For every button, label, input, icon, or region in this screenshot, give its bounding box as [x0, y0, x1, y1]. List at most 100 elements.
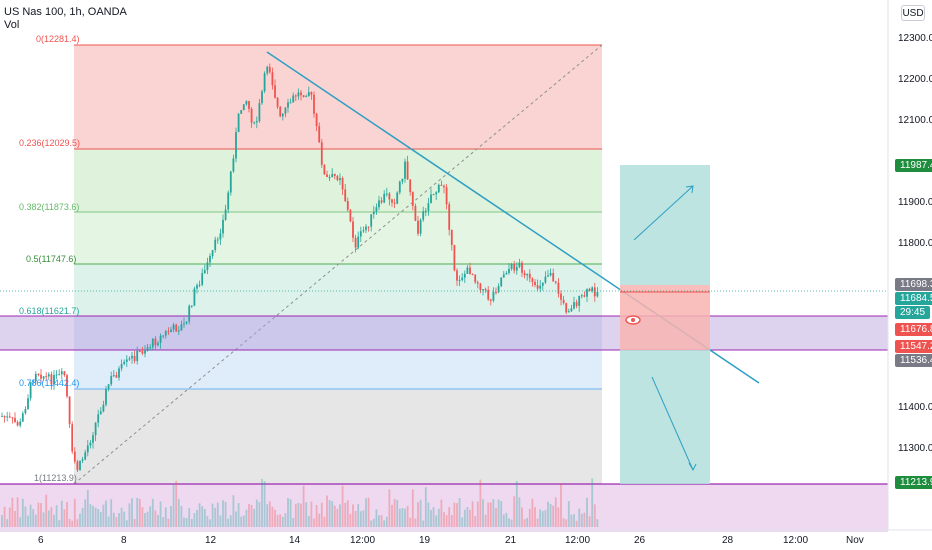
- volume-bar: [229, 515, 232, 527]
- candle-body: [406, 161, 409, 180]
- candle-body: [539, 285, 542, 289]
- volume-bar: [206, 516, 209, 527]
- candle-body: [336, 175, 339, 181]
- volume-bar: [29, 504, 32, 527]
- volume-bar: [227, 518, 230, 527]
- candle-body: [193, 288, 196, 306]
- volume-bar: [513, 496, 516, 527]
- fib-label-0618: 0.618(11621.7): [19, 306, 80, 316]
- volume-bar: [502, 514, 505, 527]
- candle-body: [424, 210, 427, 212]
- candle-body: [268, 66, 271, 73]
- alert-eye-icon[interactable]: [625, 315, 641, 325]
- volume-bar: [201, 506, 204, 527]
- candle-body: [396, 192, 399, 204]
- candle-body: [313, 94, 315, 114]
- candle-body: [167, 331, 170, 333]
- candle-body: [310, 92, 313, 95]
- volume-bar: [448, 507, 451, 527]
- chart-header: US Nas 100, 1h, OANDA Vol: [4, 6, 127, 32]
- candle-body: [188, 305, 191, 322]
- volume-bar: [495, 508, 497, 527]
- volume-bar: [430, 509, 432, 527]
- candle-body: [583, 295, 586, 297]
- candle-body: [237, 113, 240, 133]
- price-label-demand[interactable]: 11213.9: [895, 476, 932, 489]
- volume-bar: [586, 497, 588, 527]
- volume-bar: [281, 516, 284, 527]
- candle-body: [487, 289, 490, 300]
- price-tick: 12100.0: [898, 115, 932, 126]
- volume-bar: [318, 513, 321, 527]
- currency-button[interactable]: USD: [901, 5, 925, 21]
- demand-zone[interactable]: [0, 484, 888, 532]
- volume-bar: [367, 497, 370, 527]
- candle-body: [414, 205, 417, 221]
- candle-body: [235, 132, 237, 159]
- volume-bar: [510, 519, 513, 527]
- volume-bar: [404, 508, 406, 527]
- price-label-zone-top[interactable]: 11676.8: [895, 323, 932, 336]
- time-tick: 12: [205, 535, 217, 546]
- volume-bar: [372, 518, 375, 527]
- volume-bar: [149, 506, 152, 527]
- candle-body: [430, 194, 432, 204]
- volume-bar: [554, 497, 557, 527]
- volume-bar: [115, 517, 118, 527]
- candle-body: [557, 282, 560, 294]
- candle-body: [417, 220, 419, 234]
- candle-body: [53, 374, 55, 385]
- candle-body: [198, 284, 201, 286]
- volume-indicator-label[interactable]: Vol: [4, 19, 20, 31]
- volume-bar: [302, 485, 305, 527]
- price-label-level[interactable]: 11698.3: [895, 278, 932, 291]
- volume-bar: [263, 481, 266, 527]
- volume-bar: [573, 514, 575, 527]
- volume-bar: [214, 507, 217, 527]
- candle-body: [240, 110, 243, 114]
- candle-body: [354, 237, 357, 248]
- supply-zone[interactable]: [0, 316, 888, 350]
- volume-bar: [89, 504, 92, 527]
- candle-body: [497, 286, 500, 293]
- price-label-target[interactable]: 11987.4: [895, 159, 932, 172]
- candle-body: [136, 350, 139, 362]
- volume-bar: [547, 501, 549, 527]
- volume-bar: [539, 509, 542, 527]
- volume-bar: [443, 512, 445, 527]
- position-tool[interactable]: [620, 165, 710, 484]
- price-label-zone-bottom[interactable]: 11547.2: [895, 340, 932, 353]
- price-tick: 12300.0: [898, 33, 932, 44]
- candle-body: [305, 96, 308, 98]
- volume-bar: [112, 512, 115, 527]
- candle-body: [534, 281, 536, 286]
- candle-body: [411, 192, 414, 206]
- candle-body: [219, 233, 222, 240]
- candle-body: [110, 376, 113, 385]
- candle-body: [492, 292, 495, 301]
- volume-bar: [552, 505, 555, 527]
- down-arrowhead-icon: [688, 462, 697, 472]
- volume-bar: [471, 501, 474, 527]
- price-label-stop[interactable]: 11536.4: [895, 354, 932, 367]
- volume-bar: [349, 513, 352, 527]
- volume-bar: [398, 508, 401, 527]
- candle-body: [482, 289, 484, 291]
- candle-body: [489, 299, 492, 301]
- volume-bar: [99, 512, 102, 527]
- symbol-title[interactable]: US Nas 100, 1h, OANDA: [4, 6, 127, 18]
- candle-body: [552, 272, 555, 282]
- candle-body: [227, 192, 230, 210]
- candle-body: [505, 272, 508, 275]
- price-label-current[interactable]: 11684.5: [895, 292, 932, 305]
- candle-body: [570, 308, 573, 312]
- volume-bar: [320, 502, 323, 527]
- volume-bar: [76, 519, 79, 527]
- candle-body: [21, 413, 24, 422]
- candle-body: [185, 321, 188, 324]
- volume-bar: [505, 512, 508, 527]
- volume-bar: [154, 510, 157, 527]
- candle-body: [593, 287, 596, 297]
- candle-body: [453, 244, 456, 271]
